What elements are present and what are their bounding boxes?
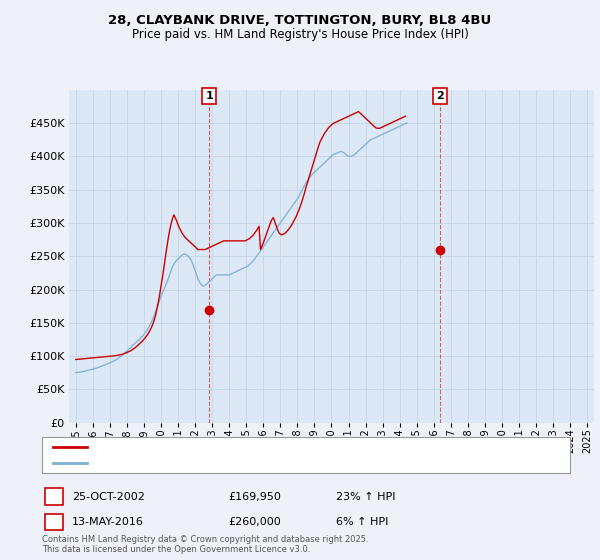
Text: 2: 2: [50, 517, 58, 527]
Text: 2: 2: [436, 91, 444, 101]
Text: 28, CLAYBANK DRIVE, TOTTINGTON, BURY, BL8 4BU (detached house): 28, CLAYBANK DRIVE, TOTTINGTON, BURY, BL…: [93, 442, 435, 452]
Text: 13-MAY-2016: 13-MAY-2016: [72, 517, 144, 527]
Text: 28, CLAYBANK DRIVE, TOTTINGTON, BURY, BL8 4BU: 28, CLAYBANK DRIVE, TOTTINGTON, BURY, BL…: [109, 14, 491, 27]
Text: Contains HM Land Registry data © Crown copyright and database right 2025.
This d: Contains HM Land Registry data © Crown c…: [42, 535, 368, 554]
Text: 23% ↑ HPI: 23% ↑ HPI: [336, 492, 395, 502]
Text: Price paid vs. HM Land Registry's House Price Index (HPI): Price paid vs. HM Land Registry's House …: [131, 28, 469, 41]
Text: 6% ↑ HPI: 6% ↑ HPI: [336, 517, 388, 527]
Text: 25-OCT-2002: 25-OCT-2002: [72, 492, 145, 502]
Text: HPI: Average price, detached house, Bury: HPI: Average price, detached house, Bury: [93, 458, 296, 468]
Text: 1: 1: [50, 492, 58, 502]
Text: £260,000: £260,000: [228, 517, 281, 527]
Text: £169,950: £169,950: [228, 492, 281, 502]
Text: 1: 1: [205, 91, 213, 101]
